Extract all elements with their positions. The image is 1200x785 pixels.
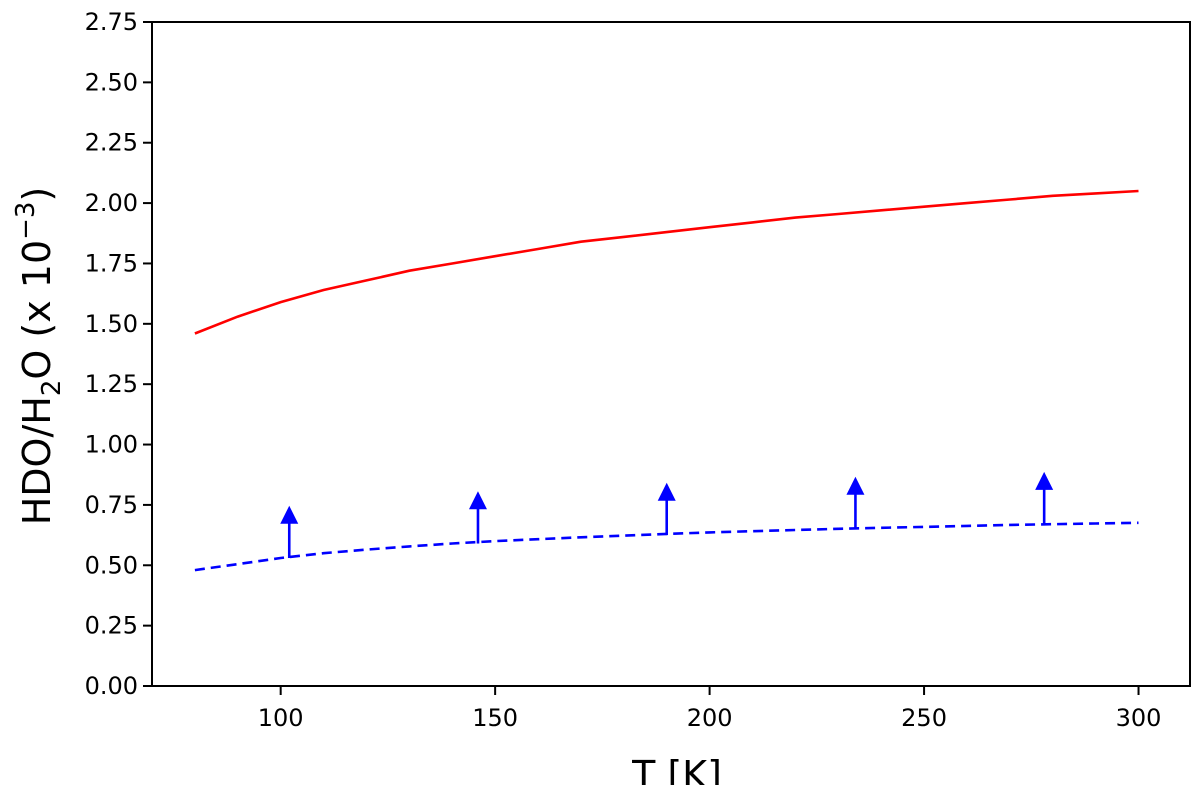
x-tick-label: 200	[687, 704, 733, 732]
arrow-head	[280, 505, 299, 524]
lower-limit-arrow-2	[468, 491, 487, 544]
lower-limit-arrow-4	[846, 476, 865, 530]
y-axis: 0.00 0.25 0.50 0.75 1.00 1.25 1.50 1.75 2.00 2.25…	[85, 8, 152, 700]
arrow-head	[468, 491, 487, 510]
y-axis-label-suffix: )	[15, 187, 59, 202]
y-tick-label: 2.50	[85, 68, 138, 96]
y-tick-label: 2.75	[85, 8, 138, 36]
y-tick-label: 0.50	[85, 551, 138, 579]
plot-area	[194, 189, 1139, 572]
y-tick-label: 2.00	[85, 189, 138, 217]
x-axis: 100 150 200 250 300	[258, 686, 1162, 732]
lower-limit-arrow-1	[280, 505, 299, 559]
x-tick-label: 250	[901, 704, 947, 732]
y-tick-label: 0.00	[85, 672, 138, 700]
x-axis-label: T [K]	[631, 753, 722, 785]
arrow-head	[1035, 471, 1054, 490]
y-tick-label: 0.25	[85, 612, 138, 640]
x-tick-label: 150	[472, 704, 518, 732]
x-tick-label: 300	[1116, 704, 1162, 732]
y-axis-label-subscript: 2	[37, 380, 67, 397]
y-axis-label-superscript: −3	[11, 202, 41, 240]
arrow-head	[657, 482, 676, 501]
series-line-1	[194, 189, 1139, 335]
plot-frame	[151, 21, 1191, 687]
y-tick-label: 1.25	[85, 370, 138, 398]
y-axis-label-middle: O (x 10	[15, 240, 59, 380]
y-axis-label-prefix: HDO/H	[15, 396, 59, 525]
x-tick-label: 100	[258, 704, 304, 732]
arrow-head	[846, 476, 865, 495]
y-tick-label: 1.50	[85, 310, 138, 338]
y-tick-label: 1.00	[85, 431, 138, 459]
y-tick-label: 1.75	[85, 249, 138, 277]
lower-limit-arrow-3	[657, 482, 676, 536]
y-axis-label: HDO/H2O (x 10−3)	[11, 187, 67, 526]
y-tick-label: 2.25	[85, 129, 138, 157]
lower-limit-arrow-5	[1035, 471, 1054, 525]
y-tick-label: 0.75	[85, 491, 138, 519]
